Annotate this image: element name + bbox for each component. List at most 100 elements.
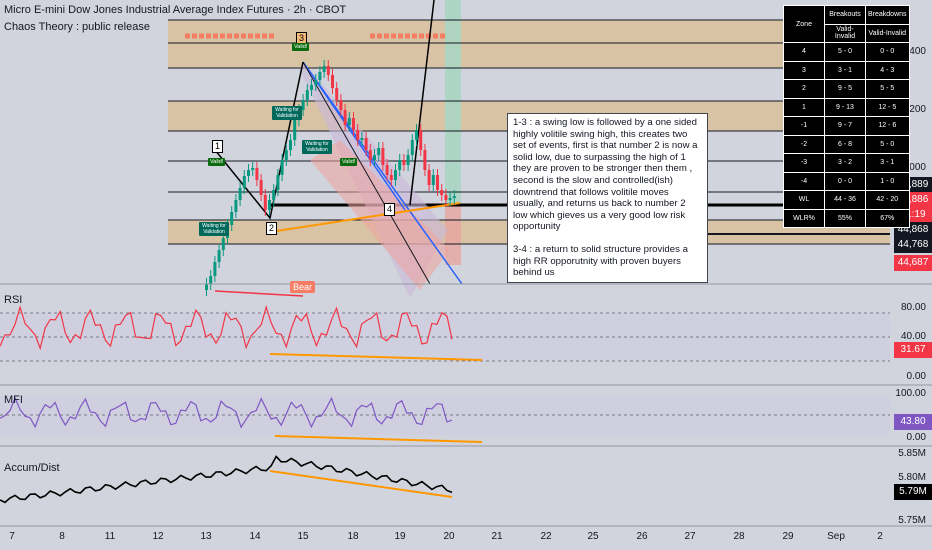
mfi-tick: 0.00 (906, 432, 926, 443)
candle (448, 198, 452, 200)
table-cell: 1 - 0 (865, 171, 910, 191)
candle (406, 155, 410, 165)
price-tag: 44,687 (894, 255, 932, 271)
table-cell: -4 (783, 171, 825, 191)
waiting-tag: Waiting for Validation (302, 140, 332, 154)
table-cell: -1 (783, 116, 825, 136)
table-header: Breakdowns (865, 5, 910, 25)
table-cell: 6 - 8 (824, 134, 866, 154)
candle (314, 80, 318, 85)
ad-tick: 5.75M (898, 515, 926, 526)
candle (452, 196, 456, 198)
candle (419, 130, 423, 150)
table-cell: 1 (783, 97, 825, 117)
table-header: Zone (783, 5, 825, 43)
note-paragraph: 3-4 : a return to solid structure provid… (513, 243, 688, 279)
candle (326, 66, 330, 75)
table-cell: 67% (865, 208, 910, 228)
candle (394, 170, 397, 180)
candle (360, 138, 364, 140)
candle (213, 262, 217, 276)
table-cell: WLR% (783, 208, 825, 228)
valid-tag: Valid! (292, 43, 310, 51)
chart-title: Micro E-mini Dow Jones Industrial Averag… (4, 4, 347, 16)
table-cell: 3 - 1 (865, 153, 910, 173)
candle (318, 72, 322, 80)
rsi-tick: 40.00 (900, 331, 926, 342)
mfi-label[interactable]: MFI (4, 394, 23, 406)
candle (364, 138, 368, 150)
table-cell: WL (783, 190, 825, 210)
table-cell: 42 - 20 (865, 190, 910, 210)
time-tick: 29 (782, 531, 794, 542)
table-header: Breakouts (824, 5, 866, 25)
time-tick: 8 (59, 531, 65, 542)
ad-tick: 5.80M (898, 472, 926, 483)
candle (381, 148, 385, 165)
valid-tag: Valid! (208, 158, 226, 166)
rsi-label[interactable]: RSI (4, 294, 23, 306)
mfi-value-tag: 43.80 (894, 414, 932, 430)
candle (217, 250, 221, 262)
candle (263, 195, 267, 210)
valid-tag: Valid! (340, 158, 358, 166)
waiting-tag: Waiting for Validation (272, 106, 302, 120)
candle (368, 150, 372, 160)
table-cell: 5 - 5 (865, 79, 910, 99)
table-cell: -3 (783, 153, 825, 173)
candle (230, 212, 234, 225)
table-cell: -2 (783, 134, 825, 154)
mfi-tick: 100.00 (895, 388, 926, 399)
time-tick: 11 (104, 531, 116, 542)
time-tick: Sep (827, 531, 845, 542)
candle (343, 110, 347, 125)
candle (347, 118, 351, 125)
candle (331, 75, 334, 88)
table-subheader: Valid-Invalid (824, 23, 866, 43)
time-tick: 15 (297, 531, 309, 542)
table-cell: 3 - 1 (824, 60, 866, 80)
candle (280, 160, 284, 175)
time-tick: 25 (587, 531, 599, 542)
candle (251, 168, 255, 170)
table-cell: 4 - 3 (865, 60, 910, 80)
table-row: -1 9 - 7 12 - 6 (783, 116, 910, 136)
time-tick: 12 (152, 531, 164, 542)
time-tick: 7 (9, 531, 15, 542)
price-tick: 45,400 (895, 46, 926, 57)
table-cell: 3 - 2 (824, 153, 866, 173)
candle (268, 200, 271, 210)
table-cell: 55% (824, 208, 866, 228)
candle (234, 200, 238, 212)
candle (259, 180, 263, 195)
time-tick: 20 (443, 531, 455, 542)
candle (205, 284, 208, 290)
table-row: WL 44 - 36 42 - 20 (783, 190, 910, 210)
candle (284, 150, 288, 160)
time-tick: 13 (200, 531, 212, 542)
table-row: WLR% 55% 67% (783, 208, 910, 228)
candle (335, 88, 339, 100)
candle (385, 165, 389, 175)
candle (293, 120, 297, 140)
candle (423, 150, 427, 170)
candle (373, 155, 376, 160)
ad-tick: 5.85M (898, 448, 926, 459)
session-highlight (445, 0, 461, 205)
candle (339, 100, 343, 110)
candle (436, 175, 439, 190)
candle (289, 140, 292, 150)
rsi-tick: 0.00 (906, 371, 926, 382)
candle (272, 190, 276, 200)
ad-label[interactable]: Accum/Dist (4, 462, 60, 474)
annotation-note[interactable]: 1-3 : a swing low is followed by a one s… (507, 113, 708, 283)
time-tick: 19 (394, 531, 406, 542)
indicator-name[interactable]: Chaos Theory : public release (4, 21, 150, 33)
rsi-value-tag: 31.67 (894, 342, 932, 358)
candle (310, 85, 313, 90)
table-cell: 9 - 13 (824, 97, 866, 117)
